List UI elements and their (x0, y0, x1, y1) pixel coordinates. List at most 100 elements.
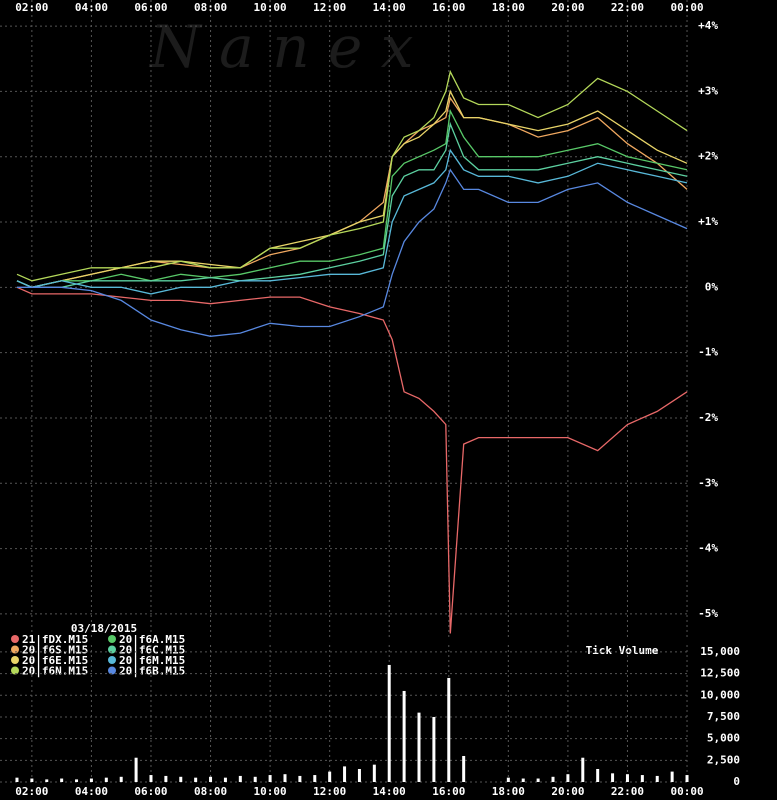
volume-bar (223, 777, 227, 782)
x-tick-label: 18:00 (492, 785, 525, 798)
volume-bar (313, 775, 317, 782)
legend-swatch (11, 635, 19, 643)
volume-bar (357, 768, 361, 782)
volume-bar (60, 778, 64, 782)
x-tick-label: 18:00 (492, 1, 525, 14)
volume-bar (551, 776, 555, 782)
volume-bar (343, 766, 347, 782)
x-tick-label: 14:00 (373, 785, 406, 798)
y-tick-label: 7,500 (707, 710, 740, 723)
volume-bar (298, 775, 302, 782)
y-tick-label: 2,500 (707, 753, 740, 766)
y-tick-label: -2% (698, 411, 718, 424)
legend-label: 20|f6E.M15 (22, 654, 88, 667)
volume-bar (611, 773, 615, 782)
volume-bar (104, 777, 108, 782)
volume-bar (194, 777, 198, 782)
y-tick-label: 0% (705, 280, 719, 293)
volume-bar (134, 757, 138, 782)
volume-bar (45, 779, 49, 782)
series-line (16, 69, 688, 282)
watermark: N a n e x (148, 13, 413, 81)
x-tick-label: 08:00 (194, 785, 227, 798)
x-tick-label: 16:00 (432, 785, 465, 798)
y-tick-label: 12,500 (700, 667, 740, 680)
volume-bar (685, 775, 689, 782)
legend-label: 21|fDX.M15 (22, 633, 88, 646)
volume-bar (30, 778, 34, 782)
y-tick-label: 15,000 (700, 645, 740, 658)
series-line (16, 286, 688, 634)
series-line (17, 168, 688, 337)
volume-bar (75, 779, 79, 782)
legend-swatch (108, 635, 116, 643)
x-tick-label: 04:00 (75, 785, 108, 798)
volume-bar (670, 771, 674, 782)
y-tick-label: +1% (698, 215, 718, 228)
volume-bar (238, 775, 242, 782)
volume-bar (283, 774, 287, 782)
volume-bar (566, 774, 570, 782)
x-tick-label: 10:00 (254, 785, 287, 798)
legend-label: 20|f6A.M15 (119, 633, 185, 646)
volume-bar (268, 775, 272, 782)
volume-bar (328, 771, 332, 782)
y-tick-label: 0 (733, 775, 740, 788)
y-tick-label: 5,000 (707, 732, 740, 745)
x-tick-label: 20:00 (551, 785, 584, 798)
x-tick-label: 20:00 (551, 1, 584, 14)
y-tick-label: +3% (698, 84, 718, 97)
volume-bar (581, 757, 585, 782)
legend-label: 20|f6C.M15 (119, 644, 185, 657)
x-tick-label: 12:00 (313, 785, 346, 798)
legend-label: 20|f6B.M15 (119, 665, 185, 678)
series-line (16, 148, 688, 295)
volume-bar (179, 776, 183, 782)
volume-bar (209, 776, 213, 782)
volume-bar (596, 768, 600, 782)
x-tick-label: 12:00 (313, 1, 346, 14)
x-tick-label: 06:00 (134, 785, 167, 798)
y-tick-label: +2% (698, 150, 718, 163)
legend-swatch (108, 656, 116, 664)
series-line (16, 108, 688, 288)
volume-bar (432, 716, 436, 782)
volume-bar (387, 664, 391, 782)
legend-swatch (11, 666, 19, 675)
x-tick-label: 02:00 (15, 785, 48, 798)
x-tick-label: 16:00 (432, 1, 465, 14)
volume-bar (372, 764, 376, 782)
y-tick-label: -4% (698, 542, 718, 555)
x-tick-label: 00:00 (670, 785, 703, 798)
volume-bar (149, 775, 153, 782)
x-tick-label: 08:00 (194, 1, 227, 14)
volume-bar (417, 712, 421, 782)
volume-bar (119, 776, 123, 782)
x-tick-label: 10:00 (254, 1, 287, 14)
legend-label: 20|f6M.M15 (119, 654, 185, 667)
volume-title: Tick Volume (586, 644, 659, 657)
volume-bar (447, 677, 451, 782)
series-line (16, 121, 688, 288)
legend-swatch (11, 656, 19, 664)
volume-bar (15, 777, 19, 782)
legend-title: 03/18/2015 (71, 622, 137, 635)
y-tick-label: 10,000 (700, 688, 740, 701)
volume-bar (625, 774, 629, 782)
volume-bar (462, 755, 466, 782)
y-tick-label: +4% (698, 19, 718, 32)
volume-bar (536, 778, 540, 782)
x-tick-label: 22:00 (611, 1, 644, 14)
x-tick-label: 14:00 (373, 1, 406, 14)
legend-label: 20|f6N.M15 (22, 665, 88, 678)
x-tick-label: 04:00 (75, 1, 108, 14)
volume-bar (655, 775, 659, 782)
volume-bar (402, 690, 406, 782)
x-tick-label: 22:00 (611, 785, 644, 798)
x-tick-label: 06:00 (134, 1, 167, 14)
legend-label: 20|f6S.M15 (22, 644, 88, 657)
y-tick-label: -5% (698, 607, 718, 620)
volume-bar (640, 775, 644, 782)
